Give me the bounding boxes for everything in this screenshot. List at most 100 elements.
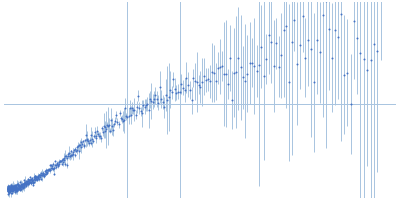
Point	[4, 189, 11, 192]
Point	[73, 148, 80, 151]
Point	[22, 181, 28, 184]
Point	[32, 175, 38, 178]
Point	[9, 186, 16, 189]
Point	[32, 178, 38, 181]
Point	[281, 28, 287, 31]
Point	[9, 187, 16, 190]
Point	[16, 185, 22, 188]
Point	[10, 186, 16, 190]
Point	[33, 177, 39, 181]
Point	[205, 78, 211, 81]
Point	[5, 187, 12, 191]
Point	[294, 62, 300, 65]
Point	[42, 172, 48, 175]
Point	[7, 183, 14, 186]
Point	[42, 170, 49, 174]
Point	[120, 119, 126, 122]
Point	[256, 63, 262, 66]
Point	[66, 151, 72, 154]
Point	[129, 106, 135, 110]
Point	[136, 107, 142, 110]
Point	[6, 192, 12, 195]
Point	[4, 188, 11, 191]
Point	[216, 65, 223, 68]
Point	[19, 185, 26, 188]
Point	[22, 181, 28, 184]
Point	[24, 179, 30, 183]
Point	[9, 188, 16, 192]
Point	[84, 137, 91, 140]
Point	[7, 188, 14, 191]
Point	[100, 124, 107, 127]
Point	[9, 187, 16, 190]
Point	[57, 159, 63, 162]
Point	[7, 186, 13, 189]
Point	[97, 134, 103, 137]
Point	[29, 179, 35, 182]
Point	[7, 187, 13, 190]
Point	[56, 160, 63, 163]
Point	[5, 188, 11, 191]
Point	[11, 186, 17, 189]
Point	[63, 157, 70, 160]
Point	[8, 186, 14, 189]
Point	[84, 139, 90, 142]
Point	[17, 185, 23, 188]
Point	[8, 185, 14, 188]
Point	[12, 188, 18, 192]
Point	[140, 104, 146, 107]
Point	[374, 49, 381, 52]
Point	[154, 97, 160, 101]
Point	[21, 183, 27, 187]
Point	[371, 43, 377, 46]
Point	[30, 183, 36, 186]
Point	[44, 171, 50, 174]
Point	[55, 163, 61, 166]
Point	[192, 80, 198, 83]
Point	[80, 143, 87, 147]
Point	[9, 190, 15, 193]
Point	[11, 187, 17, 190]
Point	[78, 141, 85, 144]
Point	[6, 186, 12, 189]
Point	[344, 71, 351, 74]
Point	[13, 185, 19, 189]
Point	[22, 182, 28, 185]
Point	[31, 176, 38, 179]
Point	[35, 175, 41, 179]
Point	[8, 186, 15, 190]
Point	[39, 174, 45, 177]
Point	[10, 184, 16, 187]
Point	[9, 188, 15, 192]
Point	[180, 86, 186, 89]
Point	[71, 149, 77, 152]
Point	[44, 168, 51, 172]
Point	[17, 185, 24, 188]
Point	[64, 163, 70, 167]
Point	[6, 189, 13, 192]
Point	[28, 181, 34, 185]
Point	[47, 163, 53, 167]
Point	[10, 185, 17, 188]
Point	[214, 66, 221, 70]
Point	[7, 186, 14, 189]
Point	[138, 110, 144, 113]
Point	[33, 178, 40, 181]
Point	[231, 71, 237, 74]
Point	[98, 127, 105, 130]
Point	[19, 184, 25, 187]
Point	[13, 188, 20, 191]
Point	[16, 187, 22, 190]
Point	[23, 184, 30, 187]
Point	[20, 183, 27, 186]
Point	[115, 123, 122, 126]
Point	[46, 167, 52, 171]
Point	[311, 81, 317, 84]
Point	[218, 64, 225, 68]
Point	[5, 186, 11, 189]
Point	[111, 123, 118, 126]
Point	[56, 163, 62, 166]
Point	[268, 40, 274, 44]
Point	[60, 158, 66, 161]
Point	[98, 137, 104, 140]
